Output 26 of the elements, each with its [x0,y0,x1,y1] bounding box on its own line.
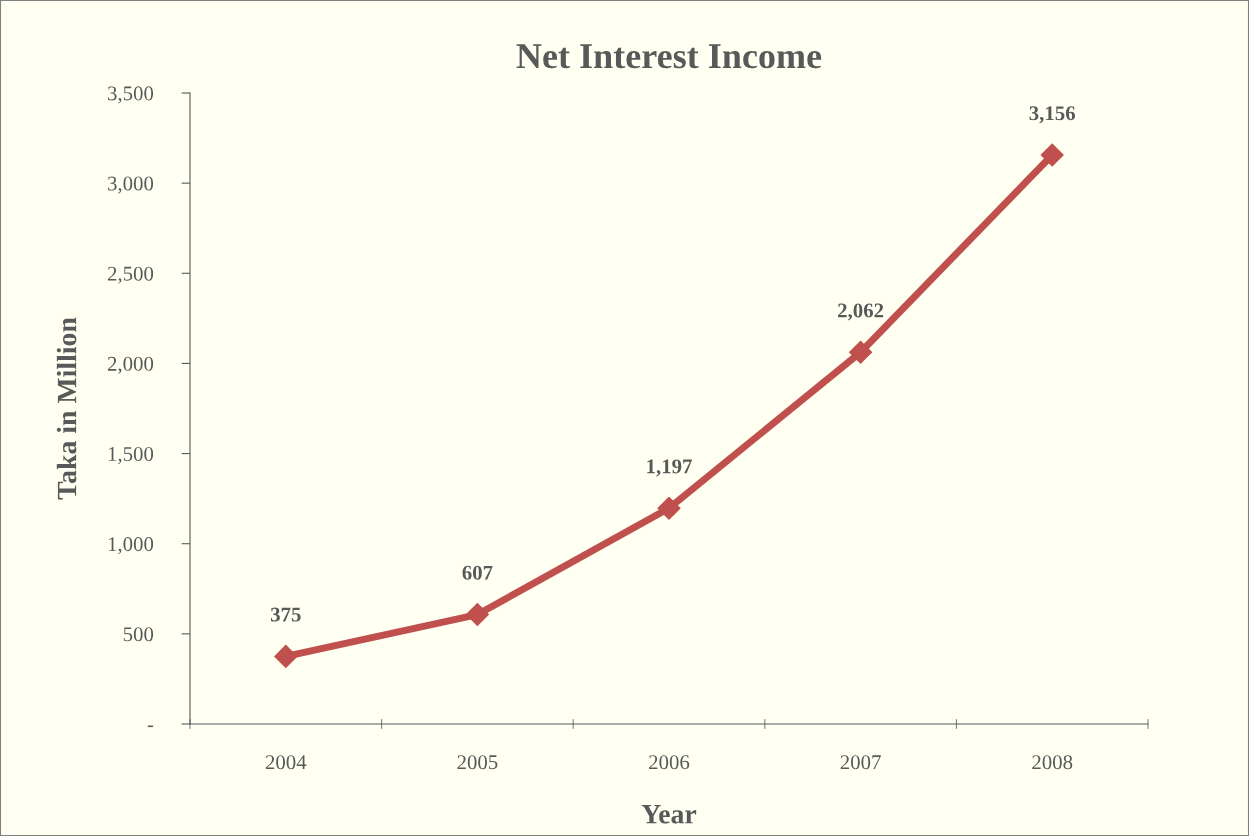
x-tick-label: 2008 [1032,755,1073,770]
x-tick-label: 2004 [265,755,307,770]
point [657,496,681,520]
x-tick-label: 2005 [457,755,498,770]
point [849,340,873,364]
data-label: 2,062 [838,303,884,321]
y-axis-title: Taka in Million [56,317,77,500]
x-tick-label: 2007 [840,755,881,770]
x-tick-label: 2006 [649,755,690,770]
chart-title: Net Interest Income [516,44,822,69]
y-tick-label: - [147,725,154,728]
data-label: 3,156 [1029,106,1076,124]
data-label: 1,197 [647,459,692,477]
y-tick-label: 500 [123,627,154,642]
data-label: 607 [462,565,493,580]
point [1040,143,1064,167]
y-tick-label: 2,500 [107,266,154,284]
y-tick-label: 1,000 [108,537,154,555]
y-tick-label: 1,500 [108,446,154,464]
point [465,603,489,627]
data-label: 375 [270,607,301,622]
x-axis-title: Year [641,805,697,824]
y-tick-label: 3,000 [108,176,154,194]
y-tick-label: 2,000 [107,356,154,374]
point [274,644,298,668]
y-tick-label: 3,500 [108,86,154,104]
